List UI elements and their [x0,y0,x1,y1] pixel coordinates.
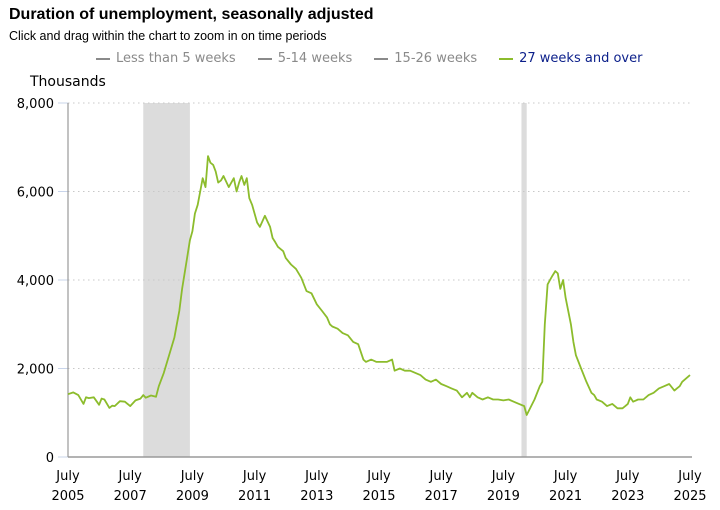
recession-band [143,103,190,457]
x-tick-label-year: 2015 [362,489,395,504]
legend-line-icon [257,57,272,60]
y-tick-label: 4,000 [17,274,54,289]
x-tick-label-month: July [366,469,391,484]
x-tick-label-month: July [180,469,205,484]
x-tick-label-month: July [429,469,454,484]
x-tick-label-year: 2007 [114,489,147,504]
legend-item-15-26-weeks[interactable]: 15-26 weeks [374,51,477,66]
legend-item-27-weeks-and-over[interactable]: 27 weeks and over [499,51,642,66]
y-axis-ticks: 0 2,000 4,000 6,000 8,000 [17,97,68,466]
y-tick-label: 6,000 [17,186,54,201]
y-tick-label: 8,000 [17,97,54,112]
x-tick-label-year: 2013 [300,489,333,504]
legend-item-5-14-weeks[interactable]: 5-14 weeks [257,51,353,66]
legend-label: 5-14 weeks [277,51,353,66]
y-tick-label: 0 [46,451,54,466]
legend-label: 15-26 weeks [394,51,478,66]
legend-item-less-than-5-weeks[interactable]: Less than 5 weeks [96,51,236,66]
x-tick-label-month: July [118,469,143,484]
x-axis-ticks: July 2005 July 2007 July 2009 July 2011 July 2013… [51,469,706,504]
x-tick-label-year: 2019 [487,489,520,504]
y-axis-unit-label: Thousands [30,74,106,90]
gridlines [68,102,690,369]
x-tick-label-month: July [242,469,267,484]
y-tick-label: 2,000 [17,363,54,378]
x-tick-label-month: July [304,469,329,484]
x-tick-label-month: July [55,469,80,484]
chart-title: Duration of unemployment, seasonally adj… [9,6,374,23]
x-tick-label-month: July [553,469,578,484]
legend-line-icon [96,57,110,60]
legend: Less than 5 weeks 5-14 weeks 15-26 weeks… [96,51,664,66]
legend-label: Less than 5 weeks [116,51,236,66]
x-tick-label-year: 2011 [238,489,271,504]
series-line-27-weeks-and-over[interactable] [67,155,691,416]
x-tick-label-year: 2025 [673,489,706,504]
x-tick-label-year: 2009 [176,489,209,504]
x-tick-label-year: 2017 [425,489,458,504]
x-tick-label-month: July [491,469,516,484]
legend-line-icon [374,57,389,60]
x-tick-label-month: July [615,469,640,484]
x-tick-label-month: July [677,469,702,484]
legend-line-icon [499,57,514,60]
legend-label: 27 weeks and over [519,51,643,66]
x-tick-label-year: 2023 [611,489,644,504]
chart-subtitle: Click and drag within the chart to zoom … [9,29,327,43]
x-tick-label-year: 2021 [549,489,582,504]
x-tick-label-year: 2005 [51,489,84,504]
